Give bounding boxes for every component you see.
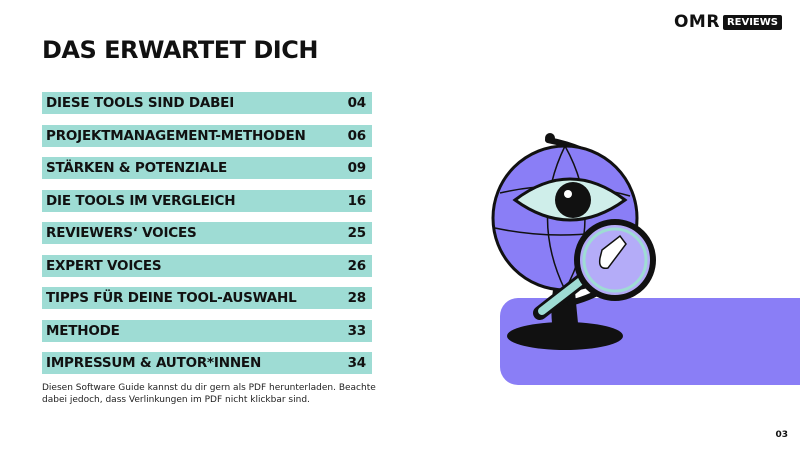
toc-item-label: TIPPS FÜR DEINE TOOL-AUSWAHL: [46, 290, 297, 306]
toc-item-label: IMPRESSUM & AUTOR*INNEN: [46, 355, 262, 371]
toc-item-expert-voices[interactable]: EXPERT VOICES 26: [42, 254, 372, 277]
pdf-download-note: Diesen Software Guide kannst du dir gern…: [42, 383, 376, 405]
page-title: DAS ERWARTET DICH: [42, 36, 318, 64]
toc-item-impressum[interactable]: IMPRESSUM & AUTOR*INNEN 34: [42, 352, 372, 374]
magnifier-icon: [574, 219, 656, 301]
globe-magnifier-illustration: [491, 133, 656, 350]
toc-item-label: REVIEWERS‘ VOICES: [46, 225, 197, 241]
omr-reviews-logo: OMR REVIEWS: [674, 14, 782, 31]
toc-item-vergleich[interactable]: DIE TOOLS IM VERGLEICH 16: [42, 189, 372, 212]
toc-item-label: STÄRKEN & POTENZIALE: [46, 160, 228, 176]
toc-item-page: 06: [347, 127, 367, 144]
toc-item-methoden[interactable]: PROJEKTMANAGEMENT-METHODEN 06: [42, 124, 372, 147]
toc-item-page: 04: [347, 95, 367, 111]
toc-item-tools[interactable]: DIESE TOOLS SIND DABEI 04: [42, 92, 372, 114]
toc-item-page: 34: [347, 355, 367, 371]
toc-item-page: 09: [347, 160, 367, 176]
toc-item-page: 26: [347, 257, 367, 274]
toc-item-label: METHODE: [46, 322, 120, 339]
table-of-contents: DIESE TOOLS SIND DABEI 04 PROJEKTMANAGEM…: [42, 92, 372, 374]
toc-item-reviewers-voices[interactable]: REVIEWERS‘ VOICES 25: [42, 222, 372, 244]
toc-item-label: DIE TOOLS IM VERGLEICH: [46, 192, 236, 209]
toc-item-tipps[interactable]: TIPPS FÜR DEINE TOOL-AUSWAHL 28: [42, 287, 372, 309]
logo-reviews-badge: REVIEWS: [722, 15, 782, 30]
page-number: 03: [775, 430, 788, 440]
toc-item-page: 25: [347, 225, 367, 241]
globe-base-icon: [507, 322, 623, 350]
toc-item-page: 28: [347, 290, 367, 306]
toc-item-staerken[interactable]: STÄRKEN & POTENZIALE 09: [42, 157, 372, 179]
toc-item-label: DIESE TOOLS SIND DABEI: [46, 95, 235, 111]
toc-item-label: EXPERT VOICES: [46, 257, 162, 274]
logo-omr-text: OMR: [673, 12, 720, 32]
toc-item-label: PROJEKTMANAGEMENT-METHODEN: [46, 127, 306, 144]
toc-item-page: 16: [347, 192, 367, 209]
toc-item-page: 33: [347, 322, 367, 339]
toc-item-methode[interactable]: METHODE 33: [42, 319, 372, 342]
